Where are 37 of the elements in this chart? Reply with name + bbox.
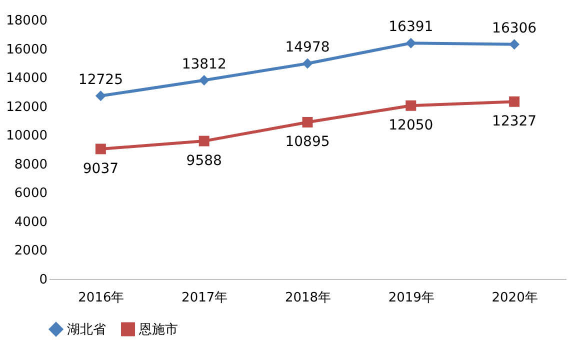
x-tick-label: 2017年 [182,290,228,306]
data-label: 16391 [388,19,434,36]
y-tick-label: 8000 [14,157,48,172]
point [95,144,106,154]
y-tick-label: 18000 [6,14,48,28]
data-label: 12327 [492,114,537,130]
data-label: 12725 [78,72,123,88]
point [302,116,313,128]
point [302,58,313,69]
y-tick-label: 2000 [14,244,48,259]
y-tick-label: 0 [39,272,48,288]
legend-label: 恩施市 [138,322,178,338]
point [509,39,520,50]
data-label: 9037 [82,160,119,177]
y-tick-label: 16000 [6,42,48,58]
data-label: 10895 [285,134,330,150]
data-label: 16306 [492,20,537,36]
x-tick-label: 2018年 [284,290,332,306]
data-label: 14978 [285,39,330,56]
legend-label: 湖北省 [67,322,106,338]
x-tick-label: 2019年 [388,290,434,306]
y-tick-label: 4000 [14,214,48,230]
data-label: 12050 [388,118,434,134]
y-tick-label: 14000 [6,71,48,86]
point [198,136,210,146]
point [95,90,106,102]
point [198,75,210,86]
y-tick-label: 6000 [14,186,48,202]
data-label: 13812 [182,56,226,72]
data-label: 9588 [186,153,222,170]
y-tick-label: 10000 [6,128,48,144]
x-tick-label: 2020年 [492,290,538,306]
point [406,38,416,48]
point [509,96,520,107]
y-tick-label: 12000 [6,100,48,115]
x-tick-label: 2016年 [78,290,124,306]
point [406,100,416,111]
